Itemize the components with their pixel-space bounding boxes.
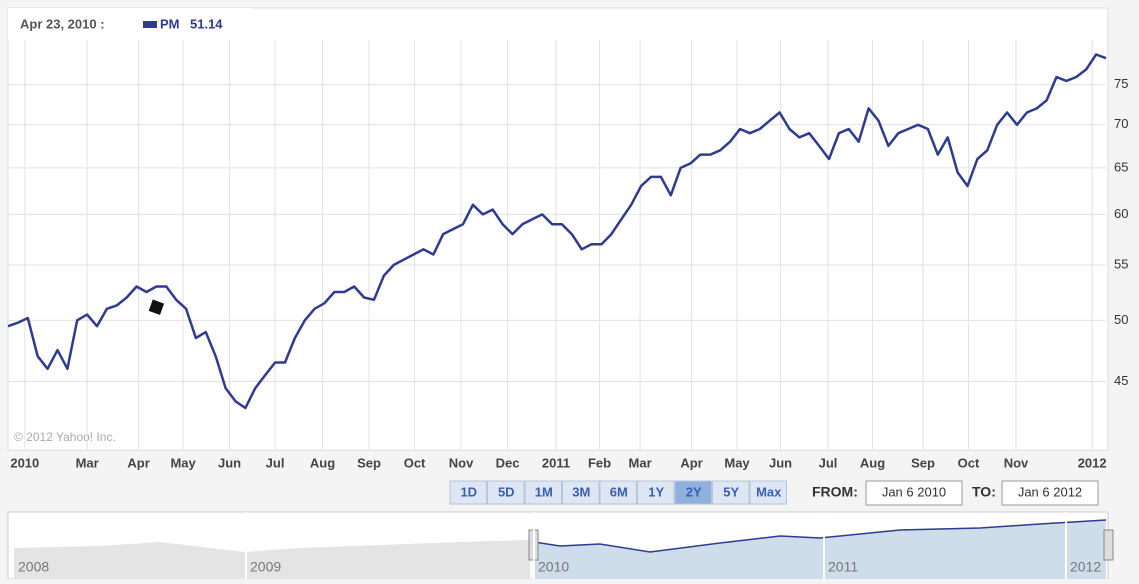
x-tick-label: May xyxy=(170,455,196,470)
navigator-label: 2012 xyxy=(1070,559,1101,575)
navigator-line xyxy=(533,519,1107,553)
x-tick-label: Aug xyxy=(310,455,335,470)
to-value: Jan 6 2012 xyxy=(1018,484,1082,499)
hover-date: Apr 23, 2010 : xyxy=(20,16,105,31)
navigator-label: 2008 xyxy=(18,559,49,575)
x-tick-label: Nov xyxy=(449,455,474,470)
y-tick-label: 65 xyxy=(1114,159,1128,174)
x-tick-label: 2012 xyxy=(1078,455,1107,470)
y-tick-label: 75 xyxy=(1114,76,1128,91)
range-button-label: Max xyxy=(756,484,782,499)
to-input[interactable] xyxy=(1001,480,1099,506)
navigator-handle-right[interactable] xyxy=(1103,529,1114,561)
range-button[interactable] xyxy=(749,480,787,505)
x-tick-label: Sep xyxy=(911,455,935,470)
range-button-label: 3M xyxy=(572,484,590,499)
x-tick-label: Aug xyxy=(860,455,885,470)
copyright: © 2012 Yahoo! Inc. xyxy=(14,430,116,444)
x-tick-label: Jun xyxy=(218,455,241,470)
legend-value: 51.14 xyxy=(190,16,223,31)
x-tick-label: Mar xyxy=(76,455,99,470)
range-button-label: 5D xyxy=(498,484,515,499)
price-line xyxy=(7,53,1107,410)
to-label: TO: xyxy=(972,484,996,500)
x-tick-label: Jul xyxy=(266,455,285,470)
x-tick-label: Feb xyxy=(588,455,611,470)
range-button[interactable] xyxy=(449,480,487,505)
y-tick-label: 70 xyxy=(1114,116,1128,131)
navigator-label: 2010 xyxy=(538,559,569,575)
x-tick-label: 2010 xyxy=(10,455,39,470)
x-tick-label: May xyxy=(724,455,750,470)
y-tick-label: 50 xyxy=(1114,312,1128,327)
from-value: Jan 6 2010 xyxy=(882,484,946,499)
x-tick-label: Apr xyxy=(680,455,702,470)
x-tick-label: Jul xyxy=(819,455,838,470)
x-tick-label: Sep xyxy=(357,455,381,470)
x-tick-label: Mar xyxy=(629,455,652,470)
range-button-label: 1Y xyxy=(648,484,664,499)
legend-bar xyxy=(8,8,252,40)
x-tick-label: Apr xyxy=(127,455,149,470)
range-button-label: 1D xyxy=(460,484,477,499)
y-tick-label: 55 xyxy=(1114,256,1128,271)
from-label: FROM: xyxy=(812,484,858,500)
range-button-label: 5Y xyxy=(723,484,739,499)
from-input[interactable] xyxy=(865,480,963,506)
navigator-area-selected xyxy=(534,520,1106,579)
x-tick-label: Jun xyxy=(769,455,792,470)
range-button[interactable] xyxy=(562,480,600,505)
x-tick-label: Oct xyxy=(958,455,980,470)
x-tick-label: Dec xyxy=(496,455,520,470)
range-button[interactable] xyxy=(674,480,712,505)
range-button-label: 6M xyxy=(610,484,628,499)
navigator-label: 2011 xyxy=(828,559,858,575)
y-tick-label: 45 xyxy=(1114,373,1128,388)
navigator-area-history xyxy=(14,540,530,579)
x-tick-label: Oct xyxy=(404,455,426,470)
hover-marker xyxy=(148,299,165,315)
range-button[interactable] xyxy=(599,480,637,505)
navigator-label: 2009 xyxy=(250,559,281,575)
range-button[interactable] xyxy=(712,480,750,505)
legend-swatch xyxy=(143,21,157,28)
range-button[interactable] xyxy=(524,480,562,505)
range-button-label: 2Y xyxy=(686,484,702,499)
plot-background xyxy=(7,7,1109,451)
x-tick-label: 2011 xyxy=(542,455,570,470)
legend-name: PM xyxy=(160,16,180,31)
x-tick-label: Nov xyxy=(1004,455,1029,470)
range-button-label: 1M xyxy=(535,484,553,499)
range-button[interactable] xyxy=(637,480,675,505)
range-button[interactable] xyxy=(487,480,525,505)
y-tick-label: 60 xyxy=(1114,206,1128,221)
